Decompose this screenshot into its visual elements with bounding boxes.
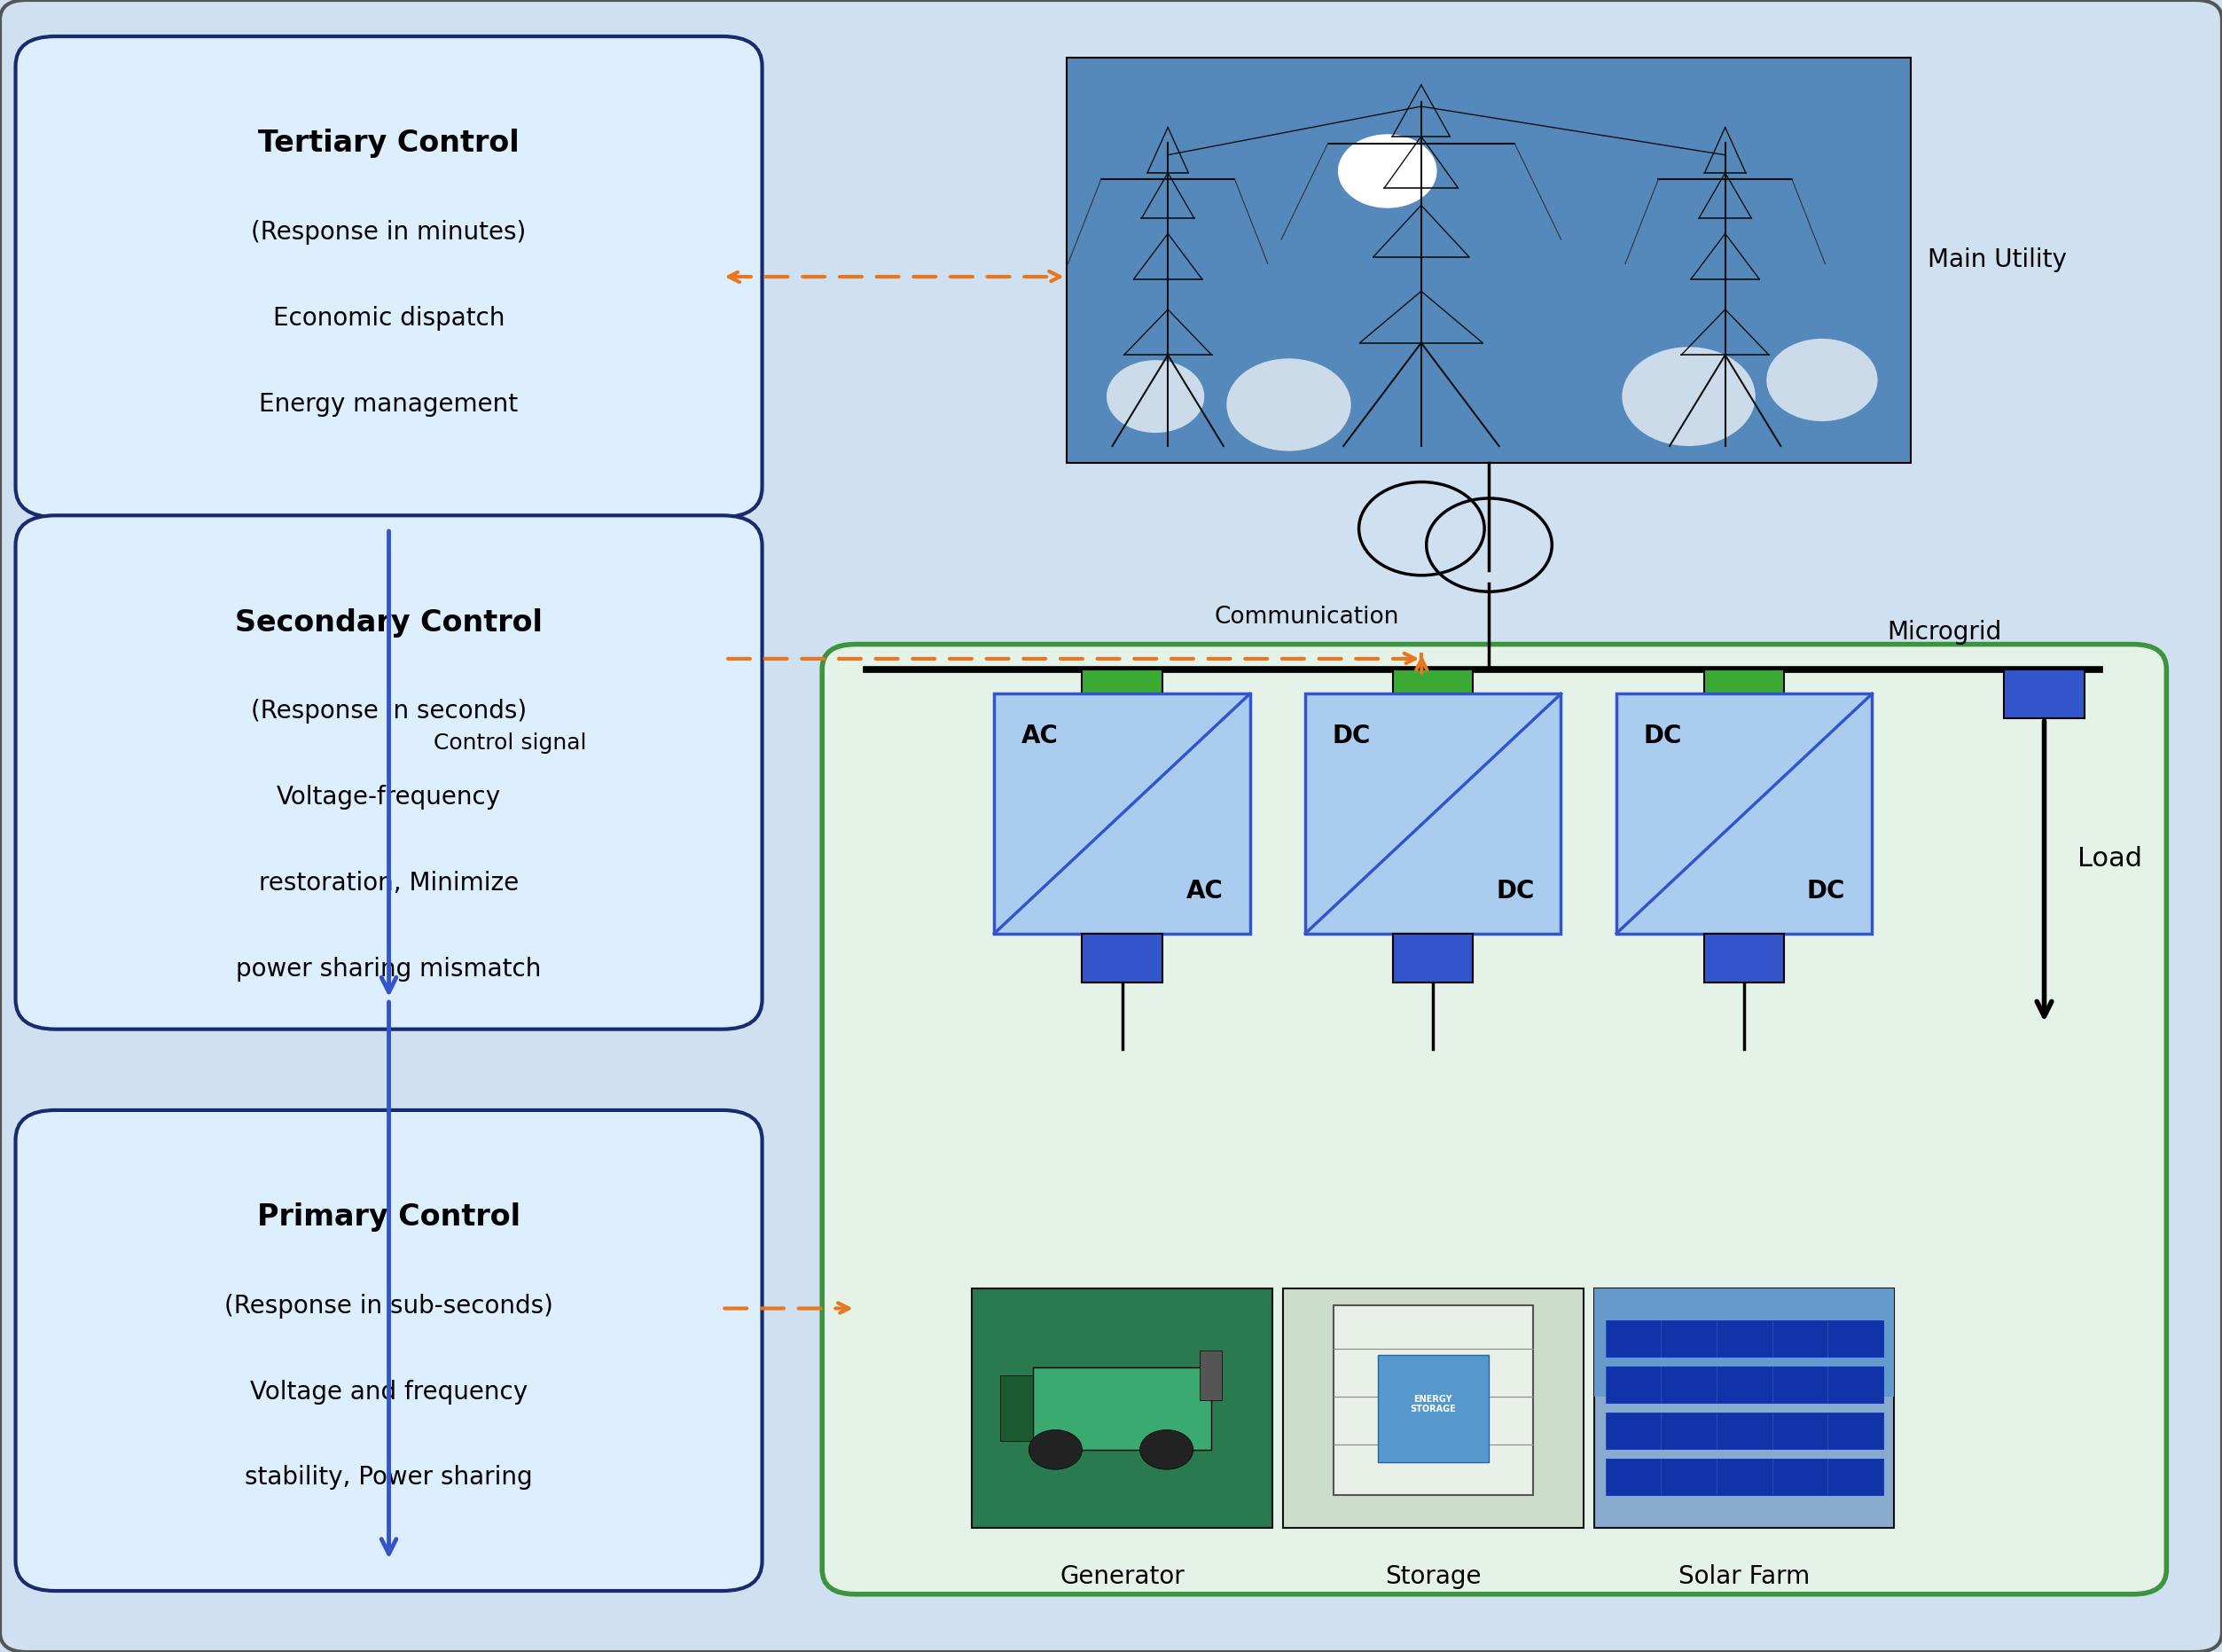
FancyBboxPatch shape <box>16 36 762 517</box>
Bar <box>1615 694 1871 933</box>
Text: stability, Power sharing: stability, Power sharing <box>244 1465 533 1490</box>
Text: Energy management: Energy management <box>260 392 518 416</box>
Text: AC: AC <box>1187 879 1222 904</box>
FancyBboxPatch shape <box>16 515 762 1029</box>
Text: Communication: Communication <box>1215 606 1400 629</box>
FancyBboxPatch shape <box>16 1110 762 1591</box>
Bar <box>1282 1289 1582 1528</box>
Bar <box>1604 1320 1882 1356</box>
FancyBboxPatch shape <box>822 644 2166 1594</box>
Bar <box>1307 694 1560 933</box>
Bar <box>1595 1289 1893 1396</box>
Text: (Response in sub-seconds): (Response in sub-seconds) <box>224 1294 553 1318</box>
Circle shape <box>1766 339 1878 421</box>
Bar <box>1604 1459 1882 1495</box>
Bar <box>1393 669 1473 719</box>
Bar <box>1082 933 1162 983</box>
Bar <box>971 1289 1271 1528</box>
Text: DC: DC <box>1495 879 1533 904</box>
Text: DC: DC <box>1331 724 1371 748</box>
Bar <box>1378 1355 1489 1462</box>
Bar <box>1200 1351 1222 1401</box>
Text: Solar Farm: Solar Farm <box>1678 1564 1811 1589</box>
Bar <box>2004 669 2084 719</box>
Circle shape <box>1029 1429 1082 1470</box>
Text: Load: Load <box>2078 846 2142 872</box>
Bar <box>1604 1412 1882 1449</box>
Circle shape <box>1622 347 1755 446</box>
Bar <box>1333 1305 1533 1495</box>
Text: DC: DC <box>1642 724 1682 748</box>
Bar <box>1604 1366 1882 1403</box>
Bar <box>993 694 1249 933</box>
Text: Storage: Storage <box>1384 1564 1482 1589</box>
Text: ENERGY
STORAGE: ENERGY STORAGE <box>1411 1394 1455 1414</box>
Bar <box>1082 669 1162 719</box>
Text: Economic dispatch: Economic dispatch <box>273 306 504 330</box>
Text: (Response in minutes): (Response in minutes) <box>251 220 527 244</box>
Bar <box>1704 933 1784 983</box>
Text: Voltage and frequency: Voltage and frequency <box>251 1379 527 1404</box>
Text: Secondary Control: Secondary Control <box>236 608 542 638</box>
Text: restoration, Minimize: restoration, Minimize <box>258 871 520 895</box>
Text: Primary Control: Primary Control <box>258 1203 520 1232</box>
Text: Tertiary Control: Tertiary Control <box>258 129 520 159</box>
Text: DC: DC <box>1806 879 1844 904</box>
Bar <box>1067 58 1911 463</box>
Circle shape <box>1227 358 1351 451</box>
Bar <box>1595 1289 1893 1528</box>
Text: Control signal: Control signal <box>433 733 587 753</box>
Text: Generator: Generator <box>1060 1564 1184 1589</box>
Text: power sharing mismatch: power sharing mismatch <box>236 957 542 981</box>
Text: AC: AC <box>1020 724 1058 748</box>
Circle shape <box>1107 360 1204 433</box>
Bar <box>1704 669 1784 719</box>
Bar <box>1393 933 1473 983</box>
Text: Main Utility: Main Utility <box>1929 248 2066 273</box>
Bar <box>1033 1368 1211 1450</box>
Text: Microgrid: Microgrid <box>1886 620 2002 644</box>
Text: Voltage-frequency: Voltage-frequency <box>276 785 502 809</box>
Bar <box>1000 1374 1033 1441</box>
Circle shape <box>1338 135 1435 208</box>
Text: (Response in seconds): (Response in seconds) <box>251 699 527 724</box>
Circle shape <box>1140 1429 1193 1470</box>
